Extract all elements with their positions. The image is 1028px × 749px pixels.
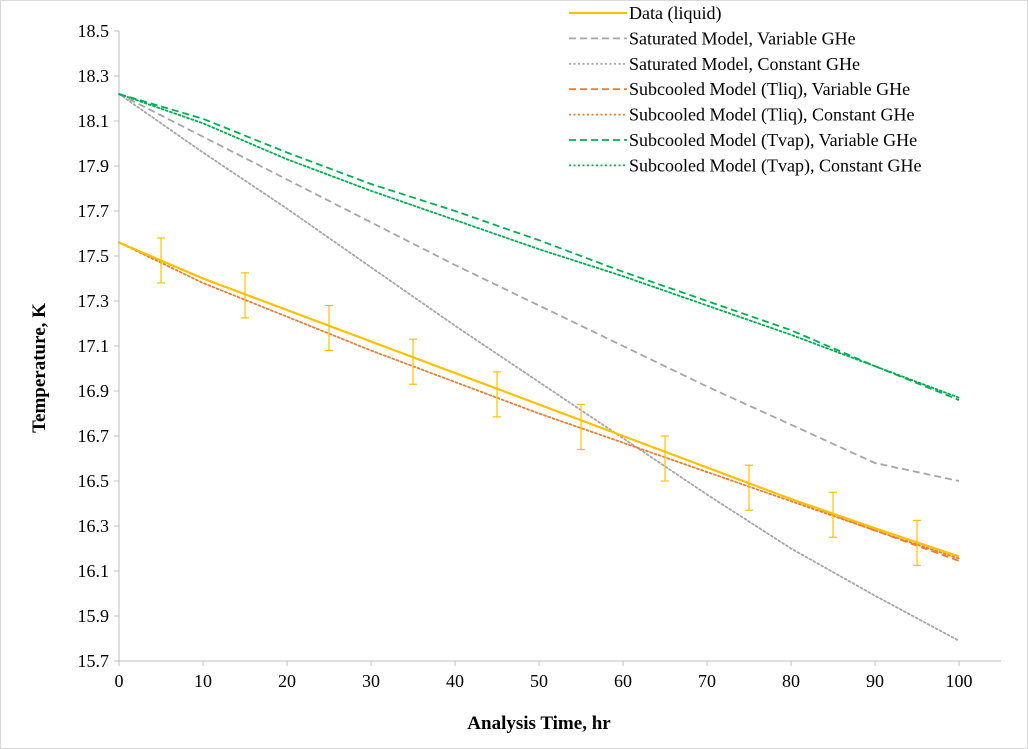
y-tick-label: 16.9 <box>78 381 110 401</box>
y-tick-label: 15.7 <box>78 651 110 671</box>
legend-item: Saturated Model, Constant GHe <box>569 54 860 74</box>
series-line-5 <box>118 93 960 401</box>
y-tick-label: 16.1 <box>78 561 110 581</box>
y-tick-label: 17.1 <box>78 336 110 356</box>
axes-layer: 15.7 15.9 16.1 16.3 16.5 16.7 16.9 17.1 17.3 17.5… <box>78 21 1001 691</box>
error-bar <box>325 304 333 352</box>
legend: Data (liquid) Saturated Model, Variable G… <box>569 3 921 176</box>
legend-label: Saturated Model, Variable GHe <box>629 28 856 48</box>
x-tick-label: 10 <box>194 671 212 691</box>
y-tick-label: 17.9 <box>78 156 110 176</box>
error-bar <box>577 403 585 451</box>
x-axis-title: Analysis Time, hr <box>467 713 611 734</box>
x-tick-label: 0 <box>115 671 124 691</box>
y-tick-label: 16.5 <box>78 471 110 491</box>
x-tick-label: 30 <box>362 671 380 691</box>
y-tick-label: 16.7 <box>78 426 110 446</box>
legend-label: Subcooled Model (Tvap), Variable GHe <box>629 130 917 151</box>
error-bar <box>913 519 921 566</box>
y-tick-label: 15.9 <box>78 606 110 626</box>
error-bar <box>829 491 837 538</box>
y-tick-label: 17.7 <box>78 201 110 221</box>
y-tick-label: 17.5 <box>78 246 110 266</box>
legend-label: Subcooled Model (Tliq), Variable GHe <box>629 79 910 100</box>
legend-item: Saturated Model, Variable GHe <box>569 28 856 48</box>
series-line-1 <box>118 93 960 482</box>
x-tick-label: 70 <box>698 671 716 691</box>
x-tick-label: 90 <box>866 671 884 691</box>
legend-label: Saturated Model, Constant GHe <box>629 54 860 74</box>
legend-label: Data (liquid) <box>629 3 721 24</box>
legend-label: Subcooled Model (Tvap), Constant GHe <box>629 155 921 176</box>
x-tick-label: 100 <box>946 671 973 691</box>
series-line-4 <box>118 241 960 560</box>
y-tick-label: 18.1 <box>78 111 110 131</box>
x-tick-label: 50 <box>530 671 548 691</box>
legend-item: Data (liquid) <box>569 3 721 24</box>
series-line-6 <box>118 93 960 399</box>
x-tick-label: 80 <box>782 671 800 691</box>
error-bar <box>157 237 165 284</box>
series-layer <box>118 93 960 642</box>
error-bar <box>745 464 753 511</box>
legend-item: Subcooled Model (Tliq), Constant GHe <box>569 105 914 126</box>
y-tick-label: 16.3 <box>78 516 110 536</box>
error-bar <box>409 338 417 385</box>
error-bar <box>241 272 249 319</box>
y-tick-label: 18.5 <box>78 21 110 41</box>
x-tick-label: 40 <box>446 671 464 691</box>
legend-label: Subcooled Model (Tliq), Constant GHe <box>629 105 914 126</box>
y-axis-title: Temperature, K <box>29 303 50 433</box>
error-bar <box>493 371 501 418</box>
legend-item: Subcooled Model (Tvap), Constant GHe <box>569 155 921 176</box>
error-bar <box>661 435 669 482</box>
series-line-0 <box>118 241 960 558</box>
y-tick-label: 17.3 <box>78 291 110 311</box>
x-tick-label: 20 <box>278 671 296 691</box>
x-tick-label: 60 <box>614 671 632 691</box>
series-line-2 <box>118 93 960 642</box>
y-tick-label: 18.3 <box>78 66 110 86</box>
error-bars-layer <box>157 237 921 566</box>
legend-item: Subcooled Model (Tvap), Variable GHe <box>569 130 917 151</box>
legend-item: Subcooled Model (Tliq), Variable GHe <box>569 79 910 100</box>
